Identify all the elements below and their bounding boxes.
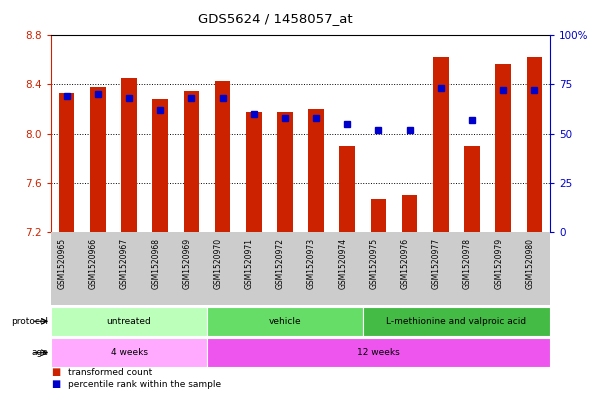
Text: percentile rank within the sample: percentile rank within the sample [68,380,221,389]
Text: 4 weeks: 4 weeks [111,348,147,357]
Bar [207,307,363,336]
Text: GSM1520968: GSM1520968 [151,238,160,289]
Bar [277,112,293,232]
Bar [340,146,355,232]
Bar [464,146,480,232]
Text: age: age [32,348,49,357]
Text: ■: ■ [51,367,60,377]
Text: GSM1520972: GSM1520972 [276,238,285,289]
Bar [308,109,324,232]
Text: GSM1520980: GSM1520980 [525,238,534,289]
Text: GDS5624 / 1458057_at: GDS5624 / 1458057_at [198,12,353,25]
Text: GSM1520974: GSM1520974 [338,238,347,289]
Bar [371,199,386,232]
Bar [183,91,199,232]
Bar [153,99,168,232]
Text: protocol: protocol [11,317,49,326]
Text: ■: ■ [51,379,60,389]
Bar [433,57,448,232]
Bar [121,78,137,232]
Text: GSM1520978: GSM1520978 [463,238,472,289]
Text: GSM1520965: GSM1520965 [58,238,67,289]
Bar [51,307,207,336]
Text: 12 weeks: 12 weeks [357,348,400,357]
Text: transformed count: transformed count [68,368,152,377]
Bar [495,64,511,232]
Text: GSM1520976: GSM1520976 [401,238,410,289]
Bar [246,112,261,232]
Bar [526,57,542,232]
Bar [363,307,550,336]
Bar [90,87,106,232]
Text: untreated: untreated [106,317,151,326]
Text: GSM1520966: GSM1520966 [89,238,98,289]
Text: GSM1520970: GSM1520970 [213,238,222,289]
Bar [402,195,418,232]
Text: L-methionine and valproic acid: L-methionine and valproic acid [386,317,526,326]
Bar [207,338,550,367]
Text: GSM1520967: GSM1520967 [120,238,129,289]
Text: vehicle: vehicle [269,317,301,326]
Bar [51,338,207,367]
Text: GSM1520979: GSM1520979 [494,238,503,289]
Text: GSM1520971: GSM1520971 [245,238,254,289]
Bar [215,81,230,232]
Text: GSM1520977: GSM1520977 [432,238,441,289]
Text: GSM1520975: GSM1520975 [370,238,379,289]
Text: GSM1520969: GSM1520969 [182,238,191,289]
Bar [59,93,75,232]
Text: GSM1520973: GSM1520973 [307,238,316,289]
